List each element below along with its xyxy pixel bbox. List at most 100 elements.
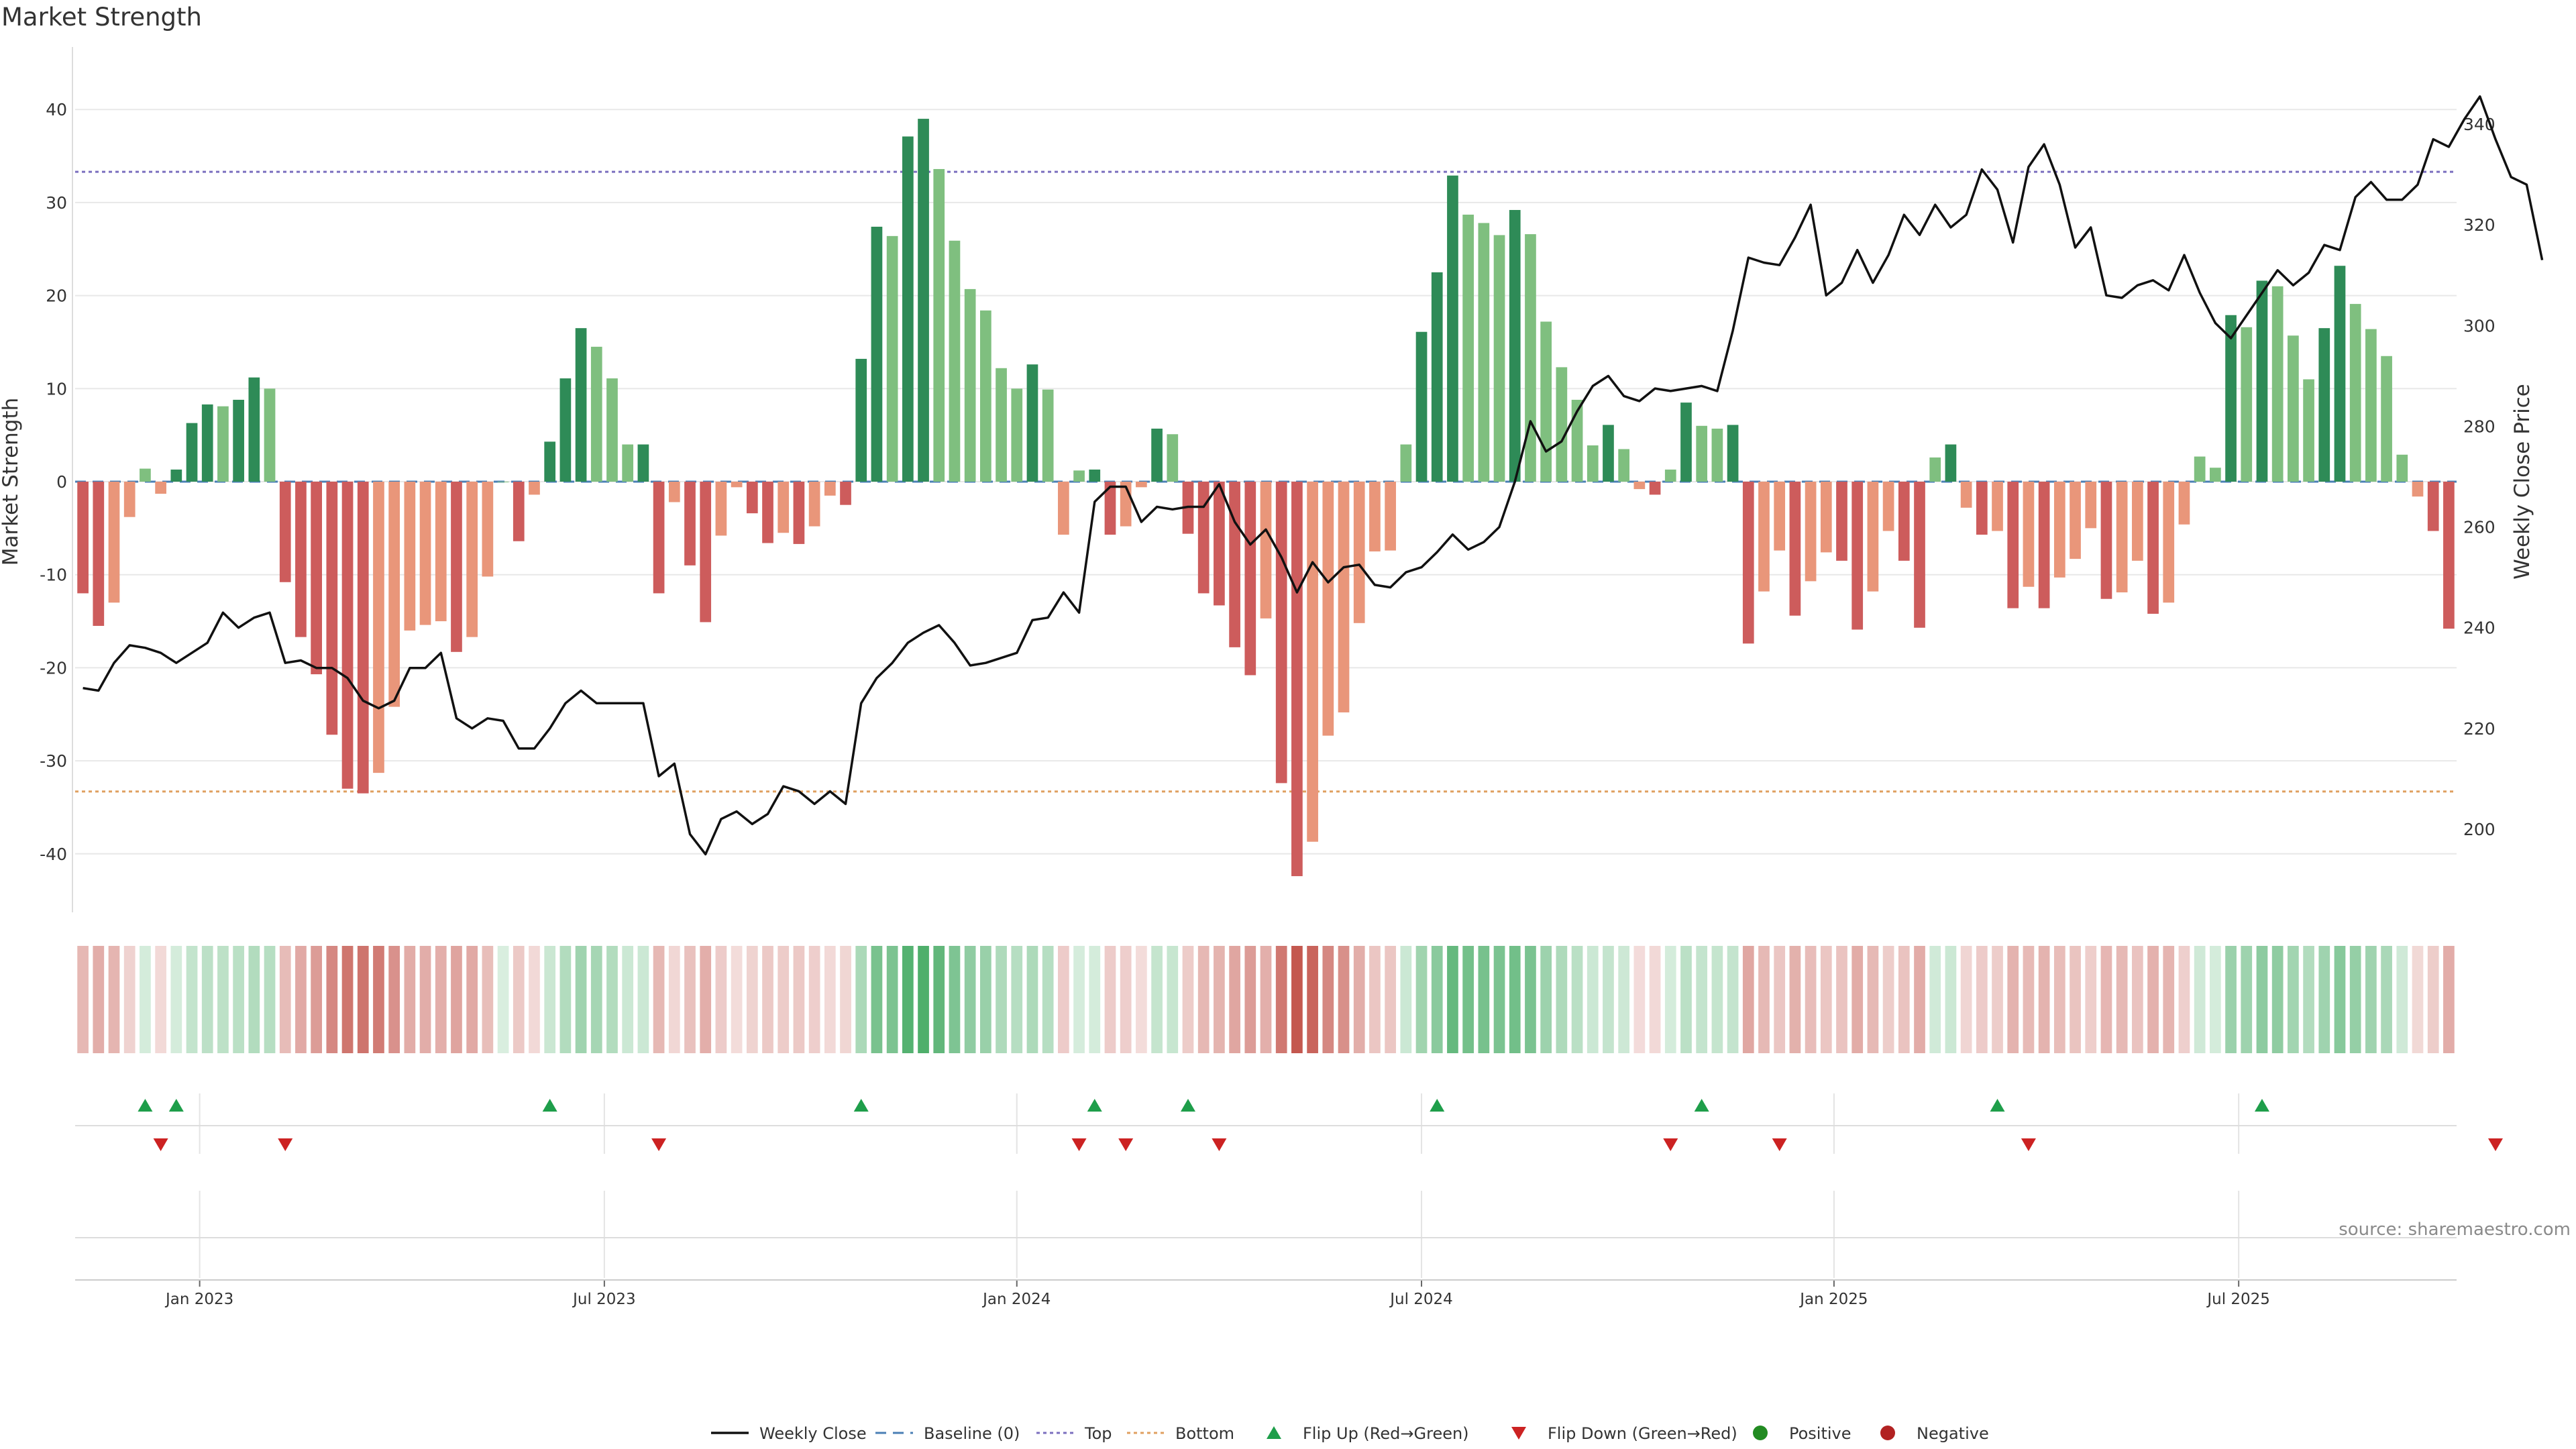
strength-bar — [2271, 286, 2284, 482]
strength-bar — [1478, 223, 1490, 482]
y-tick-label: 0 — [56, 472, 67, 492]
strength-bar — [77, 482, 89, 594]
heat-cell — [123, 946, 136, 1053]
strength-bar — [2023, 482, 2035, 587]
strength-bar — [762, 482, 773, 543]
heat-cell — [248, 946, 260, 1053]
strength-bar — [404, 482, 416, 631]
strength-bar — [996, 368, 1007, 482]
strength-bar — [1758, 482, 1770, 592]
heat-cell — [559, 946, 572, 1053]
strength-bar — [93, 482, 105, 626]
heat-cell — [1136, 946, 1147, 1053]
strength-bar — [279, 482, 291, 582]
heat-cell — [2427, 946, 2439, 1053]
axes: -40 -30 -20 -10 0 10 20 30 40 200 220 240 260 280 300 3… — [0, 47, 2534, 1308]
legend-item: Negative — [1880, 1424, 1989, 1443]
strength-bar — [1664, 469, 1676, 482]
strength-bar — [1167, 434, 1179, 482]
strength-bar — [186, 423, 198, 482]
heat-cell — [1073, 946, 1085, 1053]
heat-cell — [1618, 946, 1630, 1053]
strength-bar — [1073, 470, 1085, 482]
heat-cell — [279, 946, 291, 1053]
heat-cell — [466, 946, 478, 1053]
heat-cell — [2131, 946, 2143, 1053]
heat-cell — [996, 946, 1007, 1053]
strength-bar — [1992, 482, 2003, 531]
heat-cell — [93, 946, 105, 1053]
legend-label: Bottom — [1175, 1424, 1234, 1443]
flip-up-marker — [138, 1099, 153, 1112]
y-axis-label: Market Strength — [0, 398, 23, 566]
heat-cell — [886, 946, 898, 1053]
legend-item: Baseline (0) — [875, 1424, 1020, 1443]
flip-up-marker — [168, 1099, 184, 1112]
legend-label: Positive — [1789, 1424, 1851, 1443]
strength-bar — [1805, 482, 1817, 582]
strength-bar — [2147, 482, 2159, 614]
flip-up-marker — [2254, 1099, 2269, 1112]
price-line-layer — [83, 95, 2544, 856]
legend-item: Flip Down (Green→Red) — [1511, 1424, 1737, 1443]
strength-bar — [1447, 175, 1458, 482]
strength-bar — [637, 444, 649, 482]
strength-bar — [2303, 379, 2314, 482]
y-tick-label: 30 — [46, 193, 67, 213]
heat-cell — [684, 946, 696, 1053]
strength-bar — [1026, 364, 1038, 482]
strength-bar — [1618, 449, 1630, 482]
strength-bar — [1151, 428, 1163, 482]
strength-bar — [2334, 266, 2346, 482]
strength-bar — [341, 482, 354, 789]
heat-cell — [2053, 946, 2065, 1053]
heat-cell — [1167, 946, 1179, 1053]
heat-cell — [1478, 946, 1490, 1053]
heat-cell — [1945, 946, 1957, 1053]
heat-cell — [1197, 946, 1210, 1053]
strength-bar — [1229, 482, 1240, 647]
legend-label: Negative — [1917, 1424, 1989, 1443]
strength-bar — [777, 482, 790, 533]
heat-cell — [2147, 946, 2159, 1053]
strength-bar — [949, 240, 961, 482]
strength-bar — [1727, 425, 1739, 482]
heat-cell — [1120, 946, 1132, 1053]
heat-cell — [1774, 946, 1786, 1053]
gridlines — [75, 109, 2457, 1278]
strength-bar — [2116, 482, 2128, 593]
strength-bar — [1431, 272, 1443, 482]
strength-bar — [2131, 482, 2143, 561]
heat-cell — [1011, 946, 1023, 1053]
heat-cell — [2163, 946, 2175, 1053]
strength-bar — [2365, 329, 2377, 482]
heat-cell — [264, 946, 276, 1053]
heat-cell — [606, 946, 618, 1053]
strength-bar — [653, 482, 665, 594]
flip-down-marker — [1772, 1138, 1787, 1151]
heat-cell — [918, 946, 929, 1053]
strength-bar — [840, 482, 851, 505]
strength-bar — [980, 310, 991, 482]
strength-bar — [1136, 482, 1147, 488]
strength-bar — [793, 482, 805, 544]
heat-cell — [1587, 946, 1599, 1053]
strength-bar — [2225, 315, 2237, 482]
strength-bar — [1914, 482, 1925, 628]
strength-bar — [295, 482, 307, 637]
heat-cell — [1182, 946, 1194, 1053]
strength-bar — [1493, 235, 1505, 482]
heat-cell — [1680, 946, 1692, 1053]
heat-cell — [731, 946, 743, 1053]
y2-tick-label: 220 — [2463, 719, 2496, 739]
heat-cell — [2116, 946, 2128, 1053]
flip-up-marker — [1430, 1099, 1445, 1112]
legend-item: Positive — [1753, 1424, 1851, 1443]
strength-bar — [1291, 482, 1303, 877]
heat-cell — [2271, 946, 2284, 1053]
strength-bar — [1385, 482, 1396, 551]
strength-bar — [482, 482, 494, 577]
heat-cell — [1805, 946, 1817, 1053]
strength-bar — [2318, 328, 2330, 482]
heat-cell — [2023, 946, 2035, 1053]
